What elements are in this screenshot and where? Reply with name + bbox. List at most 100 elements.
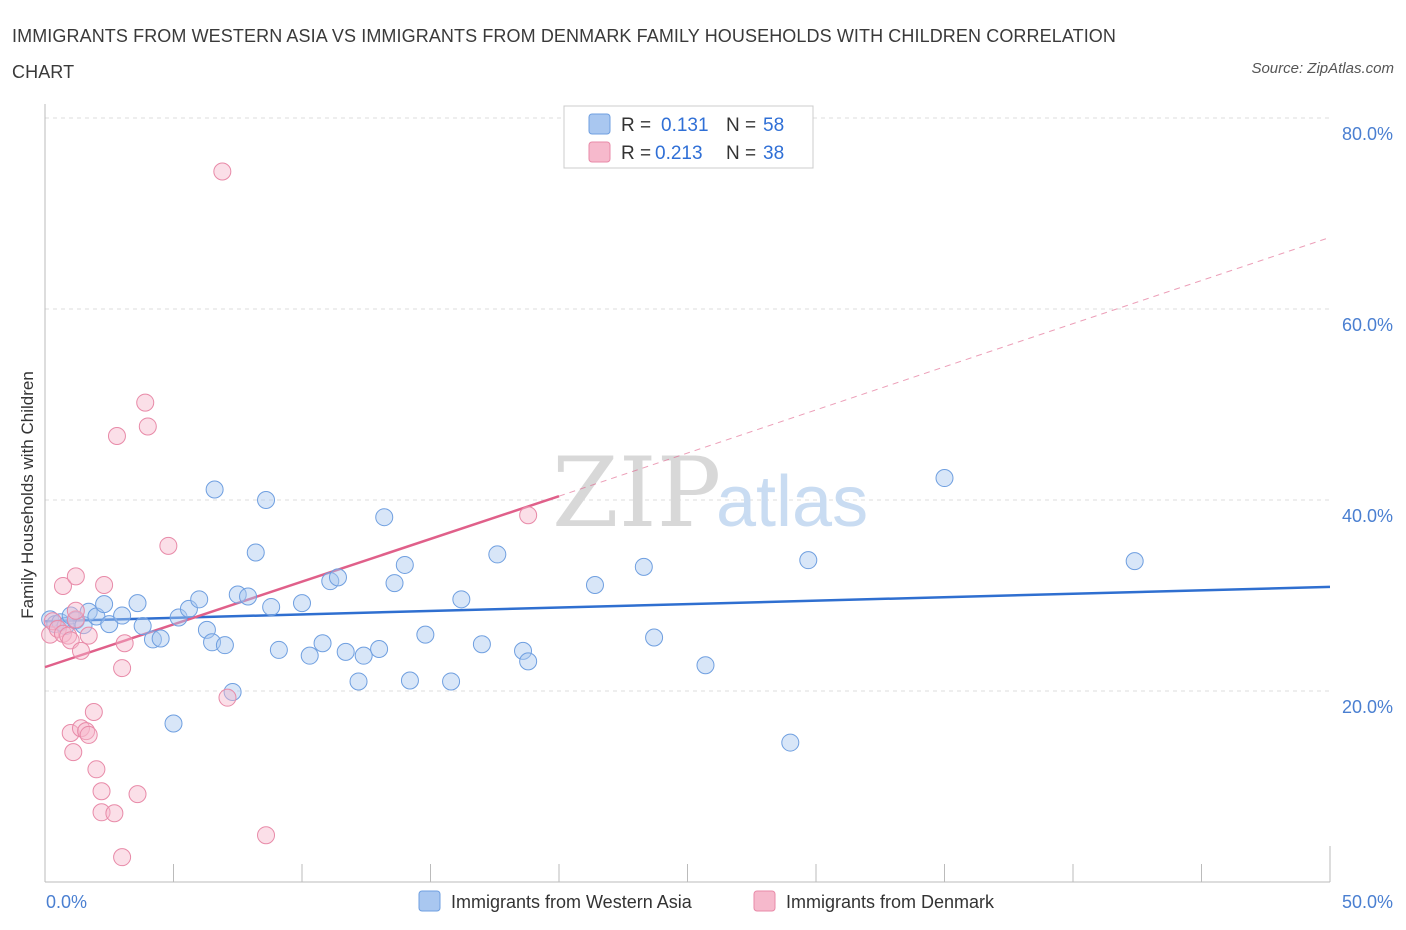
bottom-legend-swatch-blue [418,890,441,912]
data-point-pink [87,760,106,779]
data-point-pink [66,567,85,586]
data-points [41,162,1144,867]
data-point-pink [115,634,134,653]
bottom-legend-label-blue: Immigrants from Western Asia [451,892,693,912]
legend-n-label-pink: N = [726,143,756,164]
data-point-blue [799,551,818,570]
legend-r-value-pink: 0.213 [655,143,703,164]
data-point-blue [164,714,183,733]
data-point-blue [239,587,258,606]
data-point-blue [300,646,319,665]
data-point-blue [205,480,224,499]
data-point-blue [514,641,533,660]
data-point-blue [488,545,507,564]
tick-labels: 80.0% 60.0% 40.0% 20.0% 0.0% 50.0% [46,124,1393,912]
data-point-blue [519,652,538,671]
data-point-blue [293,594,311,613]
data-point-pink [159,536,178,555]
data-point-pink [136,393,155,412]
data-point-blue [95,595,114,614]
data-point-pink [48,619,67,638]
y-axis-label: Family Households with Children [18,371,37,619]
data-point-pink [113,659,132,678]
data-point-blue [349,672,368,691]
data-point-blue [246,543,265,562]
data-point-pink [71,641,90,660]
data-point-pink [92,803,111,822]
data-point-pink [213,162,232,181]
y-tick-label: 20.0% [1342,697,1393,717]
data-point-blue [1125,552,1144,571]
data-point-pink [105,804,124,823]
data-point-blue [442,672,461,691]
legend-swatch-pink [588,141,611,163]
data-point-pink [59,626,78,645]
y-tick-label: 80.0% [1342,124,1393,144]
data-point-blue [395,555,414,574]
correlation-legend: R = 0.131 N = 58 R = 0.213 N = 38 [563,105,814,169]
data-point-blue [133,617,152,636]
data-point-pink [84,703,103,722]
data-point-blue [313,634,332,653]
data-point-blue [452,590,471,609]
data-point-blue [190,590,209,609]
data-point-pink [64,743,83,762]
data-point-pink [138,417,157,436]
data-point-blue [41,610,60,629]
axes [44,104,1331,883]
data-point-blue [400,671,419,690]
watermark-zip: ZIP [552,437,721,549]
data-point-pink [113,848,132,867]
trend-line-blue [44,585,1331,623]
legend-n-value-pink: 38 [763,143,784,164]
data-point-pink [53,576,72,595]
data-point-blue [262,597,281,616]
series-legend: Immigrants from Western Asia Immigrants … [418,890,995,912]
data-point-pink [95,575,114,594]
data-point-blue [269,640,288,659]
y-tick-label: 40.0% [1342,506,1393,526]
data-point-blue [696,656,715,675]
x-tick-label-max: 50.0% [1342,892,1393,912]
data-point-pink [66,601,85,620]
data-point-blue [100,615,119,634]
data-point-blue [128,594,147,613]
data-point-blue [645,628,664,647]
data-point-blue [328,568,347,587]
data-point-blue [634,557,653,576]
x-tick-label-min: 0.0% [46,892,87,912]
data-point-blue [354,646,373,665]
y-tick-label: 60.0% [1342,315,1393,335]
bottom-legend-swatch-pink [753,890,776,912]
data-point-blue [416,625,435,644]
data-point-blue [375,508,394,527]
source-label: Source: ZipAtlas.com [1251,60,1394,77]
data-point-blue [472,635,491,654]
data-point-blue [151,629,170,648]
data-point-pink [128,785,147,804]
data-point-blue [223,682,242,701]
data-point-pink [92,782,111,801]
data-point-blue [935,469,954,488]
data-point-blue [215,636,234,655]
bottom-legend-label-pink: Immigrants from Denmark [786,892,995,912]
data-point-blue [585,575,604,594]
data-point-blue [113,606,132,625]
data-point-blue [336,642,355,661]
data-point-blue [257,491,276,509]
watermark-atlas: atlas [716,462,868,542]
data-point-blue [370,639,389,658]
legend-r-label-pink: R = [621,143,651,164]
data-point-blue [385,574,404,593]
trend-line-extension-pink [558,236,1331,497]
data-point-pink [71,719,90,738]
data-point-pink [107,427,126,446]
data-point-pink [79,626,98,645]
legend-swatch-blue [588,113,611,135]
data-point-pink [61,724,80,743]
legend-r-value-blue: 0.131 [661,115,709,136]
data-point-pink [257,826,276,845]
data-point-pink [79,725,98,744]
legend-n-value-blue: 58 [763,115,784,136]
